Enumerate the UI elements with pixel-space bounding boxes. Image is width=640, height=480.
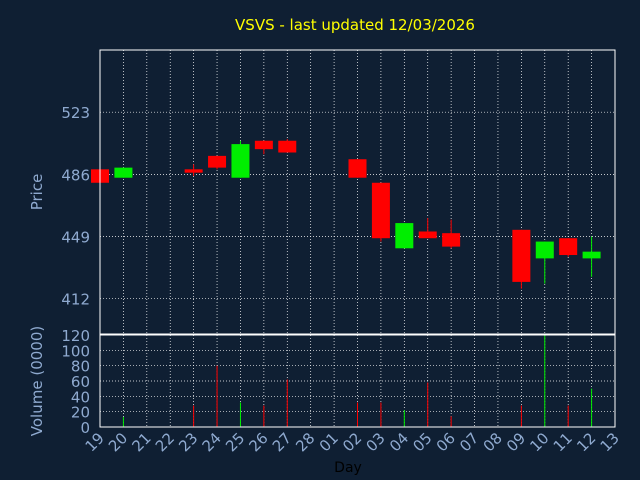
volume-tick-label: 40 xyxy=(71,388,90,406)
x-tick-label: 24 xyxy=(199,429,225,455)
x-tick-label: 10 xyxy=(526,429,552,455)
volume-tick-label: 80 xyxy=(71,358,90,376)
x-tick-label: 21 xyxy=(128,429,154,455)
candle-body xyxy=(184,169,203,173)
x-tick-label: 01 xyxy=(316,429,342,455)
x-tick-label: 02 xyxy=(339,429,365,455)
candle-body xyxy=(442,233,461,247)
candle-body xyxy=(254,140,273,150)
x-tick-label: 09 xyxy=(503,429,529,455)
candle-body xyxy=(418,231,437,239)
candle-body xyxy=(371,182,390,239)
candle-body xyxy=(559,238,578,256)
price-axis-label: Price xyxy=(28,174,46,211)
x-tick-label: 20 xyxy=(105,429,131,455)
candle-body xyxy=(208,155,227,168)
candle-body xyxy=(348,159,367,178)
volume-axis-label: Volume (0000) xyxy=(28,326,46,436)
x-tick-label: 07 xyxy=(456,429,482,455)
x-tick-label: 28 xyxy=(292,429,318,455)
price-tick-label: 486 xyxy=(61,166,90,184)
volume-tick-label: 60 xyxy=(71,373,90,391)
x-tick-label: 23 xyxy=(175,429,201,455)
price-tick-label: 412 xyxy=(61,291,90,309)
price-tick-label: 449 xyxy=(61,229,90,247)
volume-tick-label: 0 xyxy=(80,419,90,437)
x-tick-label: 11 xyxy=(550,429,576,455)
volume-tick-label: 120 xyxy=(61,327,90,345)
price-tick-label: 523 xyxy=(61,104,90,122)
volume-tick-label: 100 xyxy=(61,342,90,360)
x-tick-label: 03 xyxy=(363,429,389,455)
x-tick-label: 04 xyxy=(386,429,412,455)
volume-plot-border xyxy=(99,334,616,428)
x-tick-label: 13 xyxy=(597,429,623,455)
x-axis-ticks: 1920212223242526272801020304050607080910… xyxy=(82,429,623,455)
candle-body xyxy=(512,229,531,282)
x-tick-label: 26 xyxy=(245,429,271,455)
day-axis-label: Day xyxy=(334,460,362,476)
x-tick-label: 12 xyxy=(573,429,599,455)
volume-tick-label: 20 xyxy=(71,404,90,422)
price-plot-border xyxy=(99,49,616,335)
candle-body xyxy=(278,140,297,153)
x-tick-label: 25 xyxy=(222,429,248,455)
candle-body xyxy=(395,223,414,249)
price-panel: 412 449 486 523 xyxy=(61,49,616,335)
candle-body xyxy=(231,144,250,178)
x-tick-label: 08 xyxy=(480,429,506,455)
chart-title: VSVS - last updated 12/03/2026 xyxy=(235,16,475,34)
x-tick-label: 06 xyxy=(433,429,459,455)
candle-body xyxy=(582,251,601,259)
candle-body xyxy=(114,167,133,178)
candle-body xyxy=(535,241,554,259)
x-tick-label: 22 xyxy=(152,429,178,455)
x-tick-label: 05 xyxy=(409,429,435,455)
x-tick-label: 27 xyxy=(269,429,295,455)
